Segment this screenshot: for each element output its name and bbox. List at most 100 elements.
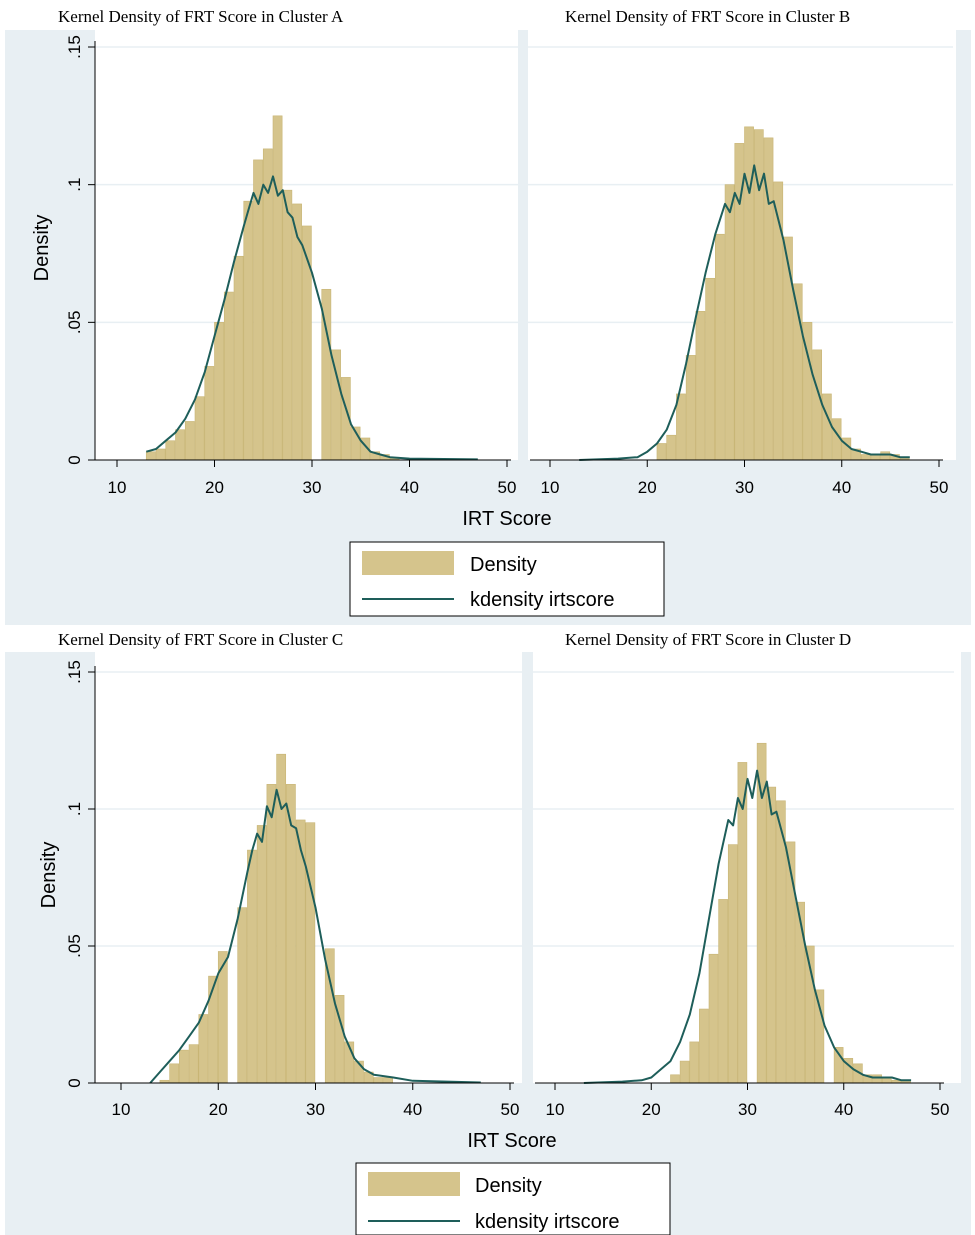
x-tick-label: 30 bbox=[735, 478, 754, 497]
density-bar bbox=[656, 443, 667, 461]
panel-a-title: Kernel Density of FRT Score in Cluster A bbox=[58, 7, 344, 26]
density-bar bbox=[214, 322, 224, 461]
density-bar bbox=[699, 1008, 709, 1084]
panel-c-title: Kernel Density of FRT Score in Cluster C bbox=[58, 630, 343, 649]
density-bar bbox=[253, 159, 263, 461]
density-bar bbox=[188, 1044, 199, 1084]
legend-bottom-density-swatch bbox=[368, 1172, 460, 1196]
y-tick-label: .05 bbox=[65, 934, 84, 958]
density-bar bbox=[773, 181, 784, 461]
density-bar bbox=[695, 311, 706, 461]
x-tick-label: 30 bbox=[303, 478, 322, 497]
density-bar bbox=[880, 451, 891, 461]
legend-top-density-swatch bbox=[362, 551, 454, 575]
kde-line bbox=[583, 769, 912, 1084]
density-bar bbox=[276, 753, 287, 1084]
density-bar bbox=[331, 349, 341, 461]
density-bar bbox=[256, 825, 267, 1084]
legend-top-density-label: Density bbox=[470, 554, 537, 576]
density-bar bbox=[243, 200, 254, 461]
panel-c: 10 20 30 40 50 0 .05 .1 .15 bbox=[65, 660, 524, 1119]
legend-bottom-kde-label: kdensity irtscore bbox=[475, 1211, 620, 1233]
density-bar bbox=[737, 762, 748, 1084]
density-bar bbox=[204, 366, 215, 461]
density-bar bbox=[262, 148, 273, 461]
y-tick-label: .1 bbox=[65, 178, 84, 192]
density-bar bbox=[872, 1074, 882, 1084]
y-axis-label-top: Density bbox=[31, 215, 53, 282]
y-tick-label: .15 bbox=[65, 35, 84, 59]
density-bar bbox=[666, 434, 677, 461]
y-tick-label: .15 bbox=[65, 660, 84, 684]
density-bar bbox=[718, 899, 728, 1084]
x-tick-label: 20 bbox=[642, 1100, 661, 1119]
density-bar bbox=[727, 844, 738, 1084]
x-tick-label: 10 bbox=[108, 478, 127, 497]
density-bar bbox=[282, 189, 293, 461]
density-bar bbox=[685, 355, 696, 461]
x-axis-label-top: IRT Score bbox=[462, 508, 551, 530]
x-tick-label: 40 bbox=[400, 478, 419, 497]
density-bar bbox=[247, 849, 257, 1084]
density-bar bbox=[272, 115, 283, 461]
x-tick-label: 40 bbox=[403, 1100, 422, 1119]
density-bar bbox=[676, 393, 686, 461]
density-bar bbox=[715, 233, 725, 461]
density-bar bbox=[679, 1060, 690, 1084]
x-tick-label: 10 bbox=[541, 478, 560, 497]
x-tick-label: 20 bbox=[205, 478, 224, 497]
x-tick-label: 40 bbox=[832, 478, 851, 497]
density-bar bbox=[175, 429, 185, 461]
kde-line bbox=[579, 164, 910, 461]
density-bar bbox=[237, 907, 248, 1084]
density-bar bbox=[812, 349, 823, 461]
panel-b-title: Kernel Density of FRT Score in Cluster B bbox=[565, 7, 850, 26]
density-bar bbox=[724, 184, 735, 461]
density-bar bbox=[169, 1063, 180, 1084]
x-tick-label: 50 bbox=[498, 478, 517, 497]
x-tick-label: 20 bbox=[209, 1100, 228, 1119]
density-bar bbox=[383, 1077, 394, 1084]
legend-top-kde-label: kdensity irtscore bbox=[470, 589, 615, 611]
density-bar bbox=[184, 421, 195, 461]
density-bar bbox=[233, 255, 244, 461]
panel-d-title: Kernel Density of FRT Score in Cluster D bbox=[565, 630, 851, 649]
density-bar bbox=[179, 1049, 189, 1084]
x-axis-label-bottom: IRT Score bbox=[467, 1130, 556, 1152]
x-tick-label: 50 bbox=[930, 478, 949, 497]
density-bar bbox=[860, 454, 871, 461]
legend-bottom-density-label: Density bbox=[475, 1175, 542, 1197]
density-bar bbox=[783, 236, 793, 461]
legend-bottom: Density kdensity irtscore bbox=[355, 1162, 671, 1235]
x-tick-label: 40 bbox=[834, 1100, 853, 1119]
density-bar bbox=[165, 440, 176, 461]
panel-a: 10 20 30 40 50 0 .05 .1 .15 bbox=[65, 35, 521, 497]
y-tick-label: 0 bbox=[65, 455, 84, 464]
density-bar bbox=[689, 1041, 700, 1084]
panel-b: 10 20 30 40 50 bbox=[528, 46, 953, 497]
density-bar bbox=[305, 822, 316, 1084]
density-bar bbox=[223, 291, 234, 461]
kde-line bbox=[149, 788, 481, 1084]
density-bar bbox=[208, 975, 218, 1084]
y-axis-label-bottom: Density bbox=[38, 842, 60, 909]
density-bar bbox=[766, 786, 777, 1084]
kde-line bbox=[146, 175, 478, 461]
panel-d: 10 20 30 40 50 bbox=[533, 671, 954, 1119]
density-bar bbox=[194, 396, 205, 461]
density-bar bbox=[266, 784, 277, 1084]
y-tick-label: 0 bbox=[65, 1078, 84, 1087]
x-tick-label: 20 bbox=[638, 478, 657, 497]
y-tick-label: .1 bbox=[65, 802, 84, 816]
density-bar bbox=[286, 784, 296, 1084]
density-bar bbox=[373, 1077, 384, 1084]
density-bar bbox=[821, 393, 832, 461]
legend-top: Density kdensity irtscore bbox=[349, 541, 665, 617]
density-bar bbox=[785, 841, 796, 1084]
x-tick-label: 10 bbox=[112, 1100, 131, 1119]
y-tick-label: .05 bbox=[65, 311, 84, 335]
x-tick-label: 50 bbox=[931, 1100, 950, 1119]
x-tick-label: 30 bbox=[738, 1100, 757, 1119]
density-bar bbox=[670, 1074, 680, 1084]
